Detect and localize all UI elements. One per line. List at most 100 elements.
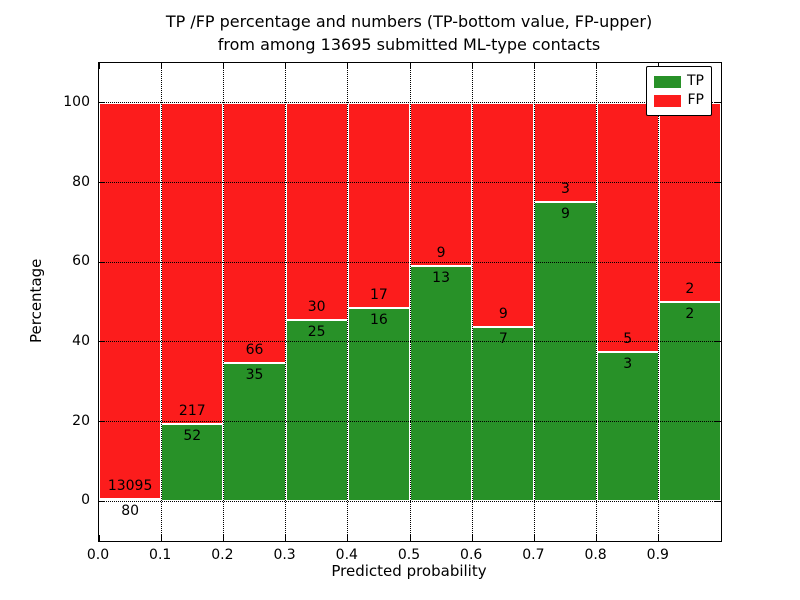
bar-tp-segment [161, 424, 224, 502]
bar-tp-count-label: 7 [498, 330, 508, 347]
x-tick-mark [658, 535, 660, 541]
y-tick-label: 0 [81, 492, 90, 509]
bar-fp-segment [99, 102, 162, 499]
bar-fp-count-label: 217 [178, 403, 206, 420]
x-tick-mark-top [222, 63, 224, 69]
bar-fp-segment [347, 102, 410, 309]
bar-fp-segment [596, 102, 659, 352]
legend-swatch-fp [654, 94, 681, 107]
bar-tp-count-label: 9 [561, 206, 570, 223]
gridline-vertical [409, 63, 411, 541]
bar-tp-count-label: 80 [121, 502, 140, 519]
bar-tp-segment [410, 265, 473, 502]
gridline-vertical [533, 63, 535, 541]
bar-fp-count-label: 9 [498, 305, 508, 322]
gridline-vertical [471, 63, 473, 541]
y-tick-mark [99, 341, 105, 343]
x-tick-mark-top [596, 63, 598, 69]
chart-title-line1: TP /FP percentage and numbers (TP-bottom… [165, 12, 653, 31]
bar-fp-count-label: 9 [436, 244, 446, 261]
y-tick-label: 80 [72, 173, 90, 190]
bar-tp-segment [347, 308, 410, 502]
y-tick-label: 20 [72, 412, 90, 429]
x-tick-mark [409, 535, 411, 541]
legend-swatch-tp [654, 75, 681, 88]
x-tick-mark-top [409, 63, 411, 69]
y-tick-mark [99, 500, 105, 502]
bar-fp-count-label: 17 [369, 287, 388, 304]
x-tick-mark-top [471, 63, 473, 69]
x-tick-mark [222, 535, 224, 541]
legend-entry-tp: TP [654, 72, 704, 91]
x-tick-mark [285, 535, 287, 541]
bar-fp-count-label: 5 [623, 330, 633, 347]
x-tick-label: 0.9 [646, 547, 669, 563]
y-tick-mark-right [715, 102, 721, 104]
x-tick-mark-top [160, 63, 162, 69]
x-tick-label: 0.7 [522, 547, 545, 563]
bar-fp-segment [472, 102, 535, 327]
gridline-vertical [596, 63, 598, 541]
y-tick-mark-right [715, 500, 721, 502]
x-tick-mark [471, 535, 473, 541]
x-tick-label: 0.0 [86, 547, 110, 563]
bar-fp-count-label: 66 [245, 342, 264, 359]
y-tick-mark [99, 261, 105, 263]
x-tick-label: 0.5 [397, 547, 421, 563]
y-tick-label: 100 [63, 93, 90, 110]
bar-tp-segment [596, 351, 659, 502]
bar-fp-count-label: 2 [685, 281, 695, 297]
chart-title-line2: from among 13695 submitted ML-type conta… [217, 35, 601, 54]
y-tick-mark-right [715, 182, 721, 183]
gridline-vertical [347, 63, 349, 541]
bar-fp-segment [410, 102, 473, 266]
x-tick-label: 0.2 [211, 547, 234, 563]
legend: TP FP [646, 66, 712, 116]
bar-tp-count-label: 25 [307, 324, 326, 341]
bar-tp-segment [223, 363, 286, 502]
legend-label-fp: FP [687, 92, 705, 108]
bar-tp-segment [472, 326, 535, 502]
x-tick-mark-top [98, 63, 100, 69]
legend-label-tp: TP [687, 73, 704, 89]
y-tick-mark-right [715, 341, 721, 343]
bar-tp-count-label: 2 [685, 306, 695, 322]
bar-tp-segment [534, 202, 597, 502]
bar-tp-count-label: 52 [183, 428, 202, 445]
bar-tp-count-label: 35 [245, 367, 264, 384]
bar-tp-count-label: 3 [623, 355, 633, 372]
x-tick-mark-top [285, 63, 287, 69]
x-tick-label: 0.4 [335, 547, 358, 563]
chart-title: TP /FP percentage and numbers (TP-bottom… [109, 10, 709, 56]
x-tick-mark [596, 535, 598, 541]
bar-tp-count-label: 16 [369, 312, 388, 329]
y-tick-mark [99, 421, 105, 422]
y-tick-mark-right [715, 421, 721, 422]
y-tick-label: 60 [72, 253, 90, 270]
bar-fp-count-label: 13095 [107, 477, 153, 494]
bar-fp-segment [534, 102, 597, 203]
bar-fp-segment [161, 102, 224, 425]
x-tick-label: 0.8 [584, 547, 607, 563]
y-tick-label: 40 [72, 332, 90, 349]
gridline-vertical [160, 63, 162, 541]
y-tick-mark [99, 182, 105, 183]
legend-entry-fp: FP [654, 91, 704, 110]
x-tick-mark-top [533, 63, 535, 69]
bar-tp-segment [99, 498, 162, 502]
bar-tp-segment [285, 320, 348, 502]
x-tick-label: 0.3 [273, 547, 296, 563]
x-tick-mark [98, 535, 100, 541]
bar-fp-segment [223, 102, 286, 364]
bar-tp-segment [658, 302, 721, 502]
x-tick-mark [533, 535, 535, 541]
y-tick-mark [99, 102, 105, 104]
y-axis-label: Percentage [27, 258, 45, 344]
x-tick-label: 0.6 [460, 547, 483, 563]
gridline-vertical [658, 63, 660, 541]
bar-fp-segment [285, 102, 348, 321]
plot-area: 13095 80 217 52 66 35 30 25 17 16 9 13 9 7 3 9 5 3 2 2 [98, 62, 722, 542]
gridline-vertical [285, 63, 287, 541]
x-tick-label: 0.1 [149, 547, 172, 563]
